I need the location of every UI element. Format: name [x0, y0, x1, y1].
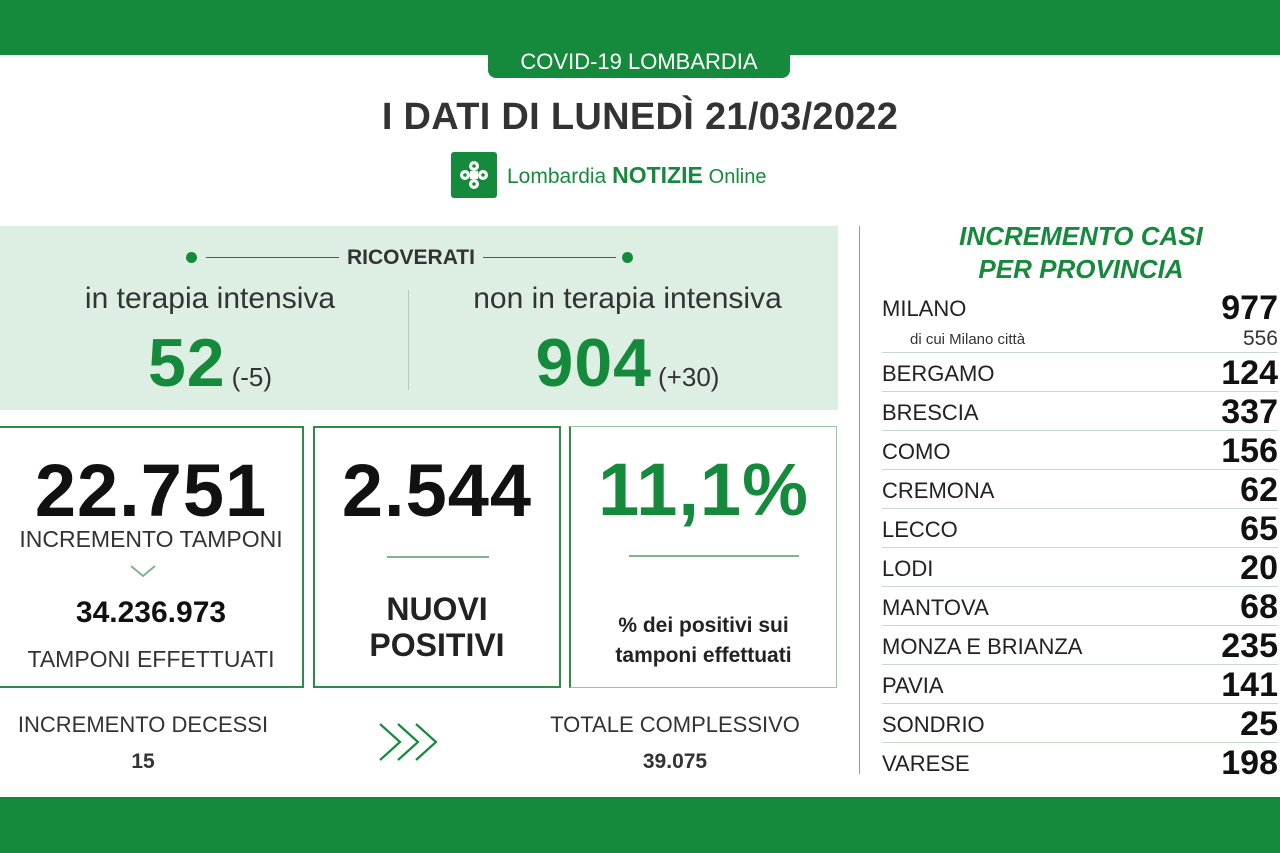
nuovi-positivi-value: 2.544	[341, 449, 533, 532]
province-value: 156	[1221, 432, 1278, 470]
totale-value: 39.075	[642, 750, 708, 773]
ricoverati-divider	[408, 290, 409, 390]
bottom-band	[0, 797, 1280, 853]
percentuale-rule	[629, 555, 799, 557]
province-name: COMO	[882, 439, 951, 464]
province-row-como: COMO 156	[882, 431, 1278, 470]
province-row-brescia: BRESCIA 337	[882, 392, 1278, 431]
province-row-monza-e-brianza: MONZA E BRIANZA 235	[882, 626, 1278, 665]
non-intensiva-label: non in terapia intensiva	[473, 282, 782, 315]
province-value: 65	[1240, 510, 1278, 548]
clover-logo-icon	[451, 152, 497, 198]
province-value: 62	[1240, 471, 1278, 509]
non-intensiva-delta: (+30)	[658, 362, 720, 392]
top-band	[0, 0, 1280, 55]
province-divider	[859, 226, 860, 774]
province-list: MILANO 977 di cui Milano città 556 BERGA…	[882, 288, 1278, 781]
province-value: 20	[1240, 549, 1278, 587]
positivi-rule	[387, 556, 489, 558]
percentuale-value: 11,1%	[598, 448, 809, 531]
province-name: MONZA E BRIANZA	[882, 634, 1083, 659]
nuovi-positivi-label-line1: NUOVI	[386, 591, 488, 627]
province-value: 235	[1221, 627, 1278, 665]
province-name: BERGAMO	[882, 361, 995, 386]
percentuale-label: % dei positivi sui tamponi effettuati	[571, 611, 836, 671]
province-name: MANTOVA	[882, 595, 989, 620]
province-name: LODI	[882, 556, 934, 581]
logo-text-online: Online	[708, 165, 767, 188]
province-value: 124	[1221, 354, 1278, 392]
intensiva-label: in terapia intensiva	[84, 282, 336, 315]
province-row-pavia: PAVIA 141	[882, 665, 1278, 704]
tamponi-increment-label: INCREMENTO TAMPONI	[19, 526, 283, 552]
percentuale-label-line1: % dei positivi sui	[618, 614, 789, 637]
tamponi-increment-value: 22.751	[34, 449, 268, 532]
province-row-lecco: LECCO 65	[882, 509, 1278, 548]
decessi-block: INCREMENTO DECESSI 15	[0, 712, 286, 774]
province-row-varese: VARESE 198	[882, 743, 1278, 781]
triple-chevron-right-icon	[379, 723, 438, 761]
decessi-value: 15	[131, 750, 155, 773]
page-title: I DATI DI LUNEDÌ 21/03/2022	[381, 96, 899, 138]
chevron-down-icon	[130, 565, 156, 578]
province-title-line2: PER PROVINCIA	[978, 254, 1184, 284]
province-name: LECCO	[882, 517, 958, 542]
nuovi-positivi-label-line2: POSITIVI	[369, 627, 505, 663]
province-sub-name: di cui Milano città	[910, 330, 1026, 348]
province-row-lodi: LODI 20	[882, 548, 1278, 587]
province-value: 141	[1221, 666, 1278, 704]
heading-dot-left	[186, 252, 197, 263]
province-value: 198	[1221, 744, 1278, 782]
tamponi-box: 22.751 INCREMENTO TAMPONI 34.236.973 TAM…	[0, 426, 304, 688]
totale-block: TOTALE COMPLESSIVO 39.075	[530, 712, 820, 774]
province-name: CREMONA	[882, 478, 995, 503]
province-row-milano: MILANO 977 di cui Milano città 556	[882, 288, 1278, 353]
province-value: 337	[1221, 393, 1278, 431]
province-name: SONDRIO	[882, 712, 985, 737]
logo: Lombardia NOTIZIE Online	[451, 152, 766, 198]
heading-dot-right	[622, 252, 633, 263]
province-value: 68	[1240, 588, 1278, 626]
tamponi-total-label: TAMPONI EFFETTUATI	[27, 646, 275, 672]
province-row-bergamo: BERGAMO 124	[882, 353, 1278, 392]
province-row-cremona: CREMONA 62	[882, 470, 1278, 509]
province-sub-value: 556	[1242, 327, 1278, 350]
province-name: MILANO	[882, 296, 967, 321]
percentuale-box: 11,1% % dei positivi sui tamponi effettu…	[569, 426, 837, 688]
non-intensiva-block: non in terapia intensiva 904 (+30)	[440, 282, 815, 402]
province-value: 977	[1221, 289, 1278, 327]
province-name: BRESCIA	[882, 400, 979, 425]
decessi-label: INCREMENTO DECESSI	[17, 712, 269, 737]
province-title: INCREMENTO CASI PER PROVINCIA	[870, 220, 1280, 286]
province-value: 25	[1240, 705, 1278, 743]
nuovi-positivi-label: NUOVI POSITIVI	[315, 591, 559, 663]
ricoverati-label: RICOVERATI	[339, 246, 483, 269]
logo-text-notizie: NOTIZIE	[612, 161, 703, 188]
logo-text-lombardia: Lombardia	[507, 164, 607, 188]
province-row-mantova: MANTOVA 68	[882, 587, 1278, 626]
tamponi-total-value: 34.236.973	[75, 596, 227, 629]
province-row-sondrio: SONDRIO 25	[882, 704, 1278, 743]
region-tab: COVID-19 LOMBARDIA	[488, 48, 790, 78]
province-title-line1: INCREMENTO CASI	[959, 221, 1203, 251]
percentuale-label-line2: tamponi effettuati	[615, 644, 792, 667]
province-name: PAVIA	[882, 673, 944, 698]
non-intensiva-value: 904	[535, 325, 653, 401]
intensiva-delta: (-5)	[231, 362, 273, 392]
ricoverati-heading: RICOVERATI	[186, 246, 636, 269]
logo-text: Lombardia NOTIZIE Online	[507, 162, 766, 189]
intensiva-block: in terapia intensiva 52 (-5)	[40, 282, 380, 402]
intensiva-value: 52	[147, 325, 226, 401]
totale-label: TOTALE COMPLESSIVO	[550, 712, 800, 737]
province-name: VARESE	[882, 751, 970, 776]
positivi-box: 2.544 NUOVI POSITIVI	[313, 426, 561, 688]
